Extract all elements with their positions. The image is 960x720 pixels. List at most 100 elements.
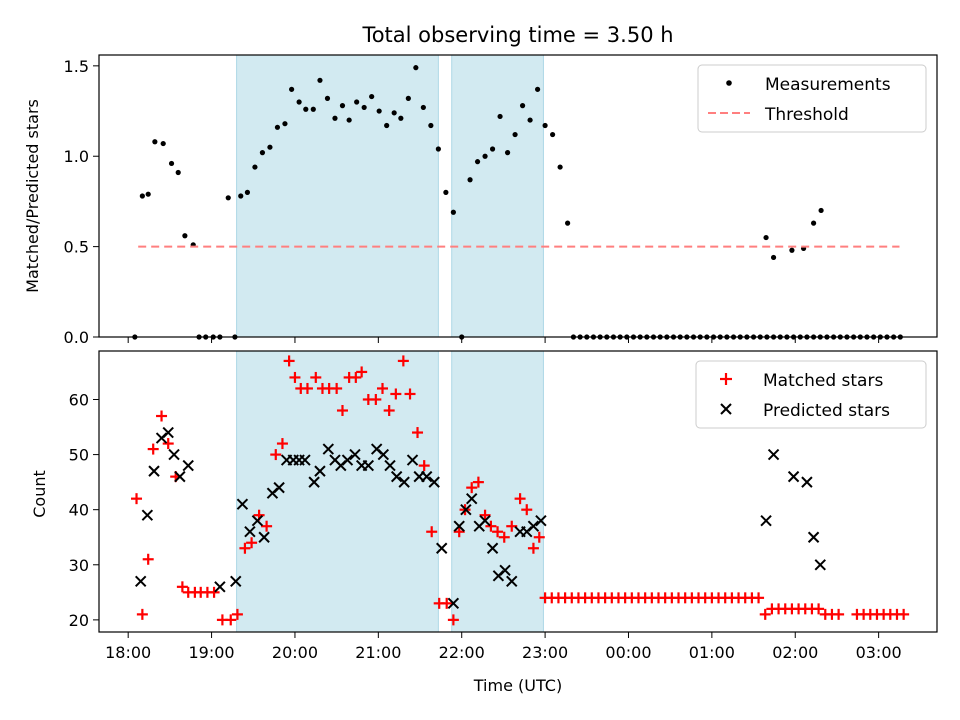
top-panel: 0.0 0.5 1.0 1.5 Matched/Predicted stars Mea… <box>23 54 938 347</box>
predicted-stars-point <box>251 514 264 527</box>
measurement-point <box>428 122 434 129</box>
matched-stars-point <box>370 393 382 405</box>
measurement-point <box>474 159 481 165</box>
x-tick-label: 18:00 <box>105 643 151 662</box>
measurement-point <box>763 234 769 241</box>
matched-stars-point <box>283 355 295 367</box>
measurement-point <box>770 254 777 261</box>
measurement-point <box>519 103 526 109</box>
predicted-stars-point <box>787 470 800 483</box>
predicted-stars-point <box>148 465 160 477</box>
matched-stars-point <box>270 449 282 461</box>
matched-stars-point <box>833 608 845 620</box>
matched-stars-point <box>390 388 402 400</box>
observing-window-2 <box>451 350 544 633</box>
measurement-point <box>398 115 404 121</box>
measurement-point <box>282 121 288 127</box>
y-tick-label: 20 <box>69 611 89 630</box>
predicted-stars-point <box>384 459 396 472</box>
matched-stars-point <box>485 520 497 532</box>
legend-measurements-marker <box>726 80 732 86</box>
x-tick-label: 22:00 <box>439 643 485 662</box>
predicted-stars-point <box>349 448 361 461</box>
measurement-point <box>810 220 817 226</box>
top-panel-ticks: 0.0 0.5 1.0 1.5 <box>64 57 880 347</box>
measurement-point <box>467 177 473 183</box>
matched-stars-point <box>147 443 159 455</box>
matched-stars-point <box>514 493 526 505</box>
matched-stars-point <box>498 531 510 543</box>
predicted-stars-point <box>760 514 772 527</box>
bottom-legend-box <box>695 360 927 429</box>
matched-stars-point <box>356 366 368 378</box>
predicted-stars-point <box>182 459 194 472</box>
measurement-point <box>384 122 390 129</box>
measurement-point <box>497 113 503 120</box>
matched-stars-point <box>310 371 322 383</box>
measurement-point <box>376 108 382 114</box>
observing-window-shading-top <box>236 54 544 338</box>
matched-stars-point <box>447 614 459 626</box>
predicted-stars-point <box>244 526 256 538</box>
bottom-panel-frame <box>98 350 938 633</box>
x-axis-label: Time (UTC) <box>473 676 562 695</box>
predicted-stars-point <box>479 514 491 527</box>
predicted-stars-point <box>801 476 813 488</box>
predicted-stars-point <box>506 575 518 588</box>
x-tick-label: 19:00 <box>189 643 235 662</box>
measurement-point <box>267 144 273 150</box>
matched-stars-point <box>131 493 143 505</box>
top-legend: Measurements Threshold <box>697 64 927 133</box>
measurement-point <box>182 233 188 239</box>
matched-stars-point <box>208 586 220 598</box>
measurement-point <box>289 86 295 92</box>
matched-stars-point <box>142 553 154 565</box>
measurement-point <box>542 122 548 129</box>
measurement-point <box>259 150 266 156</box>
measurement-point <box>339 103 346 109</box>
matched-stars-point <box>479 509 491 521</box>
matched-stars-point <box>289 371 301 383</box>
measurement-point <box>504 150 511 156</box>
predicted-stars-point <box>362 459 375 472</box>
matched-stars-point <box>418 460 430 472</box>
measurement-point <box>420 104 426 111</box>
measurement-point <box>512 131 518 138</box>
measurement-point <box>527 117 533 123</box>
observing-window-1 <box>236 54 439 338</box>
y-tick-label: 60 <box>69 390 89 409</box>
measurement-point <box>550 131 556 138</box>
matched-stars-point <box>527 542 539 554</box>
bottom-y-axis-label: Count <box>30 470 49 518</box>
predicted-stars-point <box>390 470 403 483</box>
matched-stars-point <box>492 526 504 538</box>
observing-window-2 <box>451 54 544 338</box>
matched-stars-point <box>239 542 251 554</box>
predicted-stars-point <box>341 454 354 466</box>
measurement-point <box>303 106 309 112</box>
y-tick-label: 30 <box>69 556 89 575</box>
y-tick-label: 1.5 <box>64 57 89 76</box>
matched-stars-point <box>301 382 313 394</box>
predicted-stars-point <box>499 564 511 576</box>
predicted-stars-point <box>420 470 433 483</box>
predicted-stars-point <box>535 514 547 527</box>
top-legend-box <box>697 64 927 133</box>
measurement-point <box>369 93 375 100</box>
matched-stars-point <box>162 438 174 450</box>
predicted-stars-point <box>814 559 826 571</box>
matched-stars-point <box>261 520 273 532</box>
x-tick-label: 02:00 <box>772 643 818 662</box>
top-y-axis-label: Matched/Predicted stars <box>23 99 42 293</box>
predicted-stars-point <box>258 531 270 543</box>
matched-stars-point <box>521 504 533 516</box>
predicted-stars-point <box>435 542 448 554</box>
matched-stars-point <box>225 614 237 626</box>
measurement-point <box>152 139 158 145</box>
matched-stars-point <box>453 526 465 538</box>
measurement-point <box>310 106 316 112</box>
y-tick-label: 1.0 <box>64 147 89 166</box>
bottom-panel: 20 30 40 50 60 18:00 19:00 20:00 21:00 22:00 23:00… <box>30 350 938 695</box>
x-tick-label: 20:00 <box>272 643 318 662</box>
predicted-stars-point <box>807 531 820 543</box>
